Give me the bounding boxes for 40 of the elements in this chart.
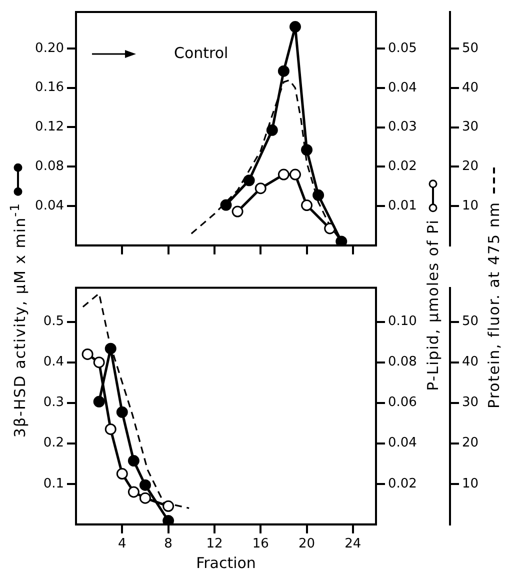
y2-tick-label: 0.01 xyxy=(388,198,417,214)
y3-tick-label: 50 xyxy=(462,314,479,330)
x-tick-label: 24 xyxy=(344,536,362,552)
y3-tick-label: 10 xyxy=(462,198,479,214)
y2-tick-label: 0.02 xyxy=(388,159,417,174)
annotation: Control xyxy=(174,44,228,62)
y2-tick-label: 0.03 xyxy=(388,120,417,135)
x-tick-label: 4 xyxy=(118,536,126,552)
y-tick-label: 0.08 xyxy=(35,158,64,174)
y-tick-label: 0.3 xyxy=(43,395,64,410)
y3-tick-label: 20 xyxy=(462,436,479,451)
x-tick-label: 8 xyxy=(164,536,172,552)
x-axis-title: Fraction xyxy=(196,554,256,572)
y2-tick-label: 0.02 xyxy=(388,476,417,492)
y-tick-label: 0.12 xyxy=(35,120,64,135)
y2-tick-label: 0.08 xyxy=(388,354,417,370)
y-tick-label: 0.20 xyxy=(35,40,64,56)
y-tick-label: 0.04 xyxy=(35,198,64,214)
y3-tick-label: 10 xyxy=(462,476,479,492)
y2-tick-label: 0.04 xyxy=(388,80,417,96)
y3-tick-label: 30 xyxy=(462,120,479,135)
y2-tick-label: 0.10 xyxy=(388,314,417,330)
y3-tick-label: 40 xyxy=(462,80,479,96)
y-tick-label: 0.1 xyxy=(43,476,64,492)
y2-tick-label: 0.05 xyxy=(388,40,417,56)
y3-tick-label: 40 xyxy=(462,354,479,370)
y2-tick-label: 0.06 xyxy=(388,395,417,410)
x-tick-label: 12 xyxy=(206,536,223,552)
y-tick-label: 0.2 xyxy=(43,436,64,451)
x-tick-label: 20 xyxy=(298,536,316,552)
y2-tick-label: 0.04 xyxy=(388,436,417,451)
y-tick-label: 0.4 xyxy=(43,354,64,370)
y3-tick-label: 20 xyxy=(462,159,479,174)
y2-axis-title: P-Lipid, μmoles of Pi xyxy=(424,219,442,391)
y3-tick-label: 30 xyxy=(462,395,479,410)
x-tick-label: 16 xyxy=(252,536,269,552)
y-tick-label: 0.16 xyxy=(35,80,64,96)
y3-axis-title: Protein, fluor. at 475 nm xyxy=(485,202,503,408)
y3-tick-label: 50 xyxy=(462,40,479,56)
y-tick-label: 0.5 xyxy=(43,314,64,330)
